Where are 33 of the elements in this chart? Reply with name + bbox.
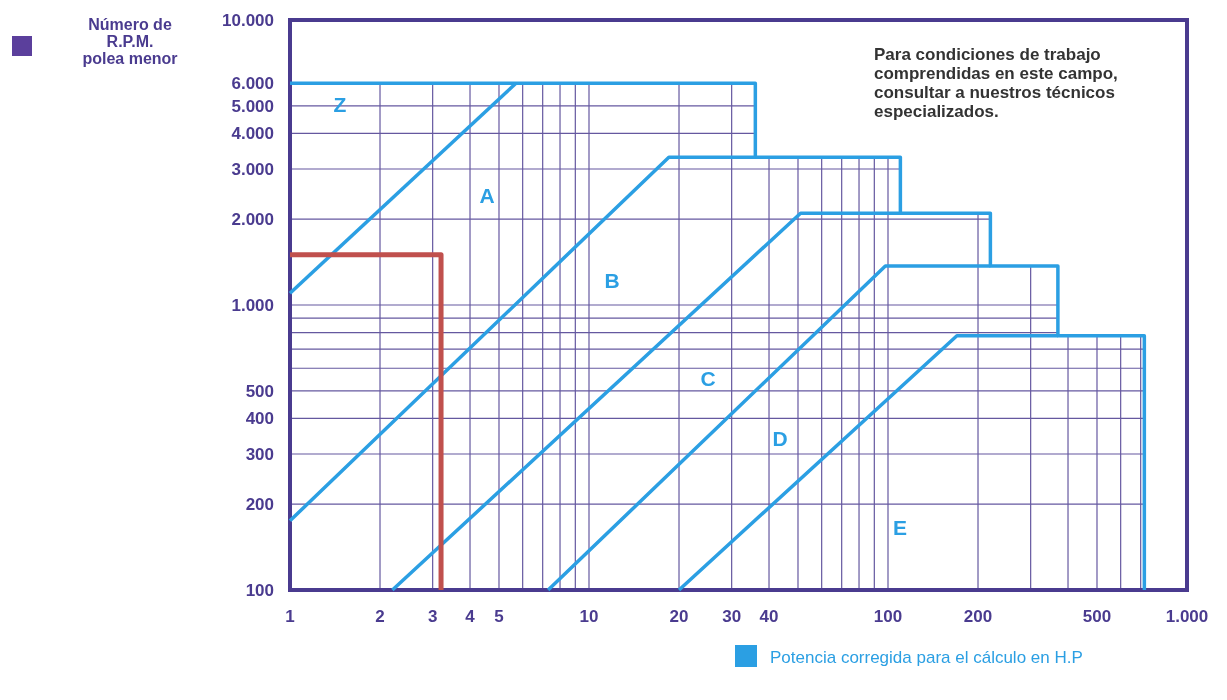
annotation: C: [700, 366, 716, 390]
annotation: A: [479, 183, 495, 207]
x-tick-label: 3: [427, 607, 438, 626]
y-tick-label: 6.000: [231, 74, 274, 94]
x-tick-label: 200: [963, 607, 993, 626]
x-axis-title: Potencia corregida para el cálculo en H.P: [770, 648, 1083, 667]
y-tick-label: 2.000: [231, 210, 274, 230]
y-axis-title: Número de R.P.M. polea menor: [82, 16, 178, 67]
y-tick-label: 500: [245, 381, 274, 401]
y-tick-label: 5.000: [231, 96, 274, 116]
y-tick-label: 200: [245, 495, 274, 515]
x-tick-label: 500: [1082, 607, 1112, 626]
x-tick-label: 4: [465, 607, 476, 626]
x-tick-label: 20: [669, 607, 689, 626]
x-tick-label: 100: [873, 607, 903, 626]
x-tick-label: 1.000: [1165, 607, 1209, 626]
y-tick-label: 3.000: [231, 160, 274, 180]
y-tick-label: 100: [245, 581, 274, 600]
y-tick-label: 4.000: [231, 124, 274, 144]
x-tick-label: 10: [579, 607, 599, 626]
x-tick-label: 1: [285, 607, 295, 626]
annotation: B: [604, 268, 620, 292]
y-tick-label: 300: [245, 445, 274, 465]
annotation: E: [892, 515, 908, 539]
x-tick-label: 2: [375, 607, 385, 626]
x-tick-label: 40: [759, 607, 779, 626]
annotation: Para condiciones de trabajo comprendidas en este campo, consultar a nuestros técnicos especializados.: [874, 45, 1118, 121]
y-tick-label: 400: [245, 409, 274, 429]
x-tick-label: 5: [494, 607, 504, 626]
y-tick-label: 10.000: [222, 11, 274, 30]
x-tick-label: 30: [722, 607, 742, 626]
y-tick-label: 1.000: [231, 296, 274, 315]
annotation: D: [772, 426, 788, 450]
